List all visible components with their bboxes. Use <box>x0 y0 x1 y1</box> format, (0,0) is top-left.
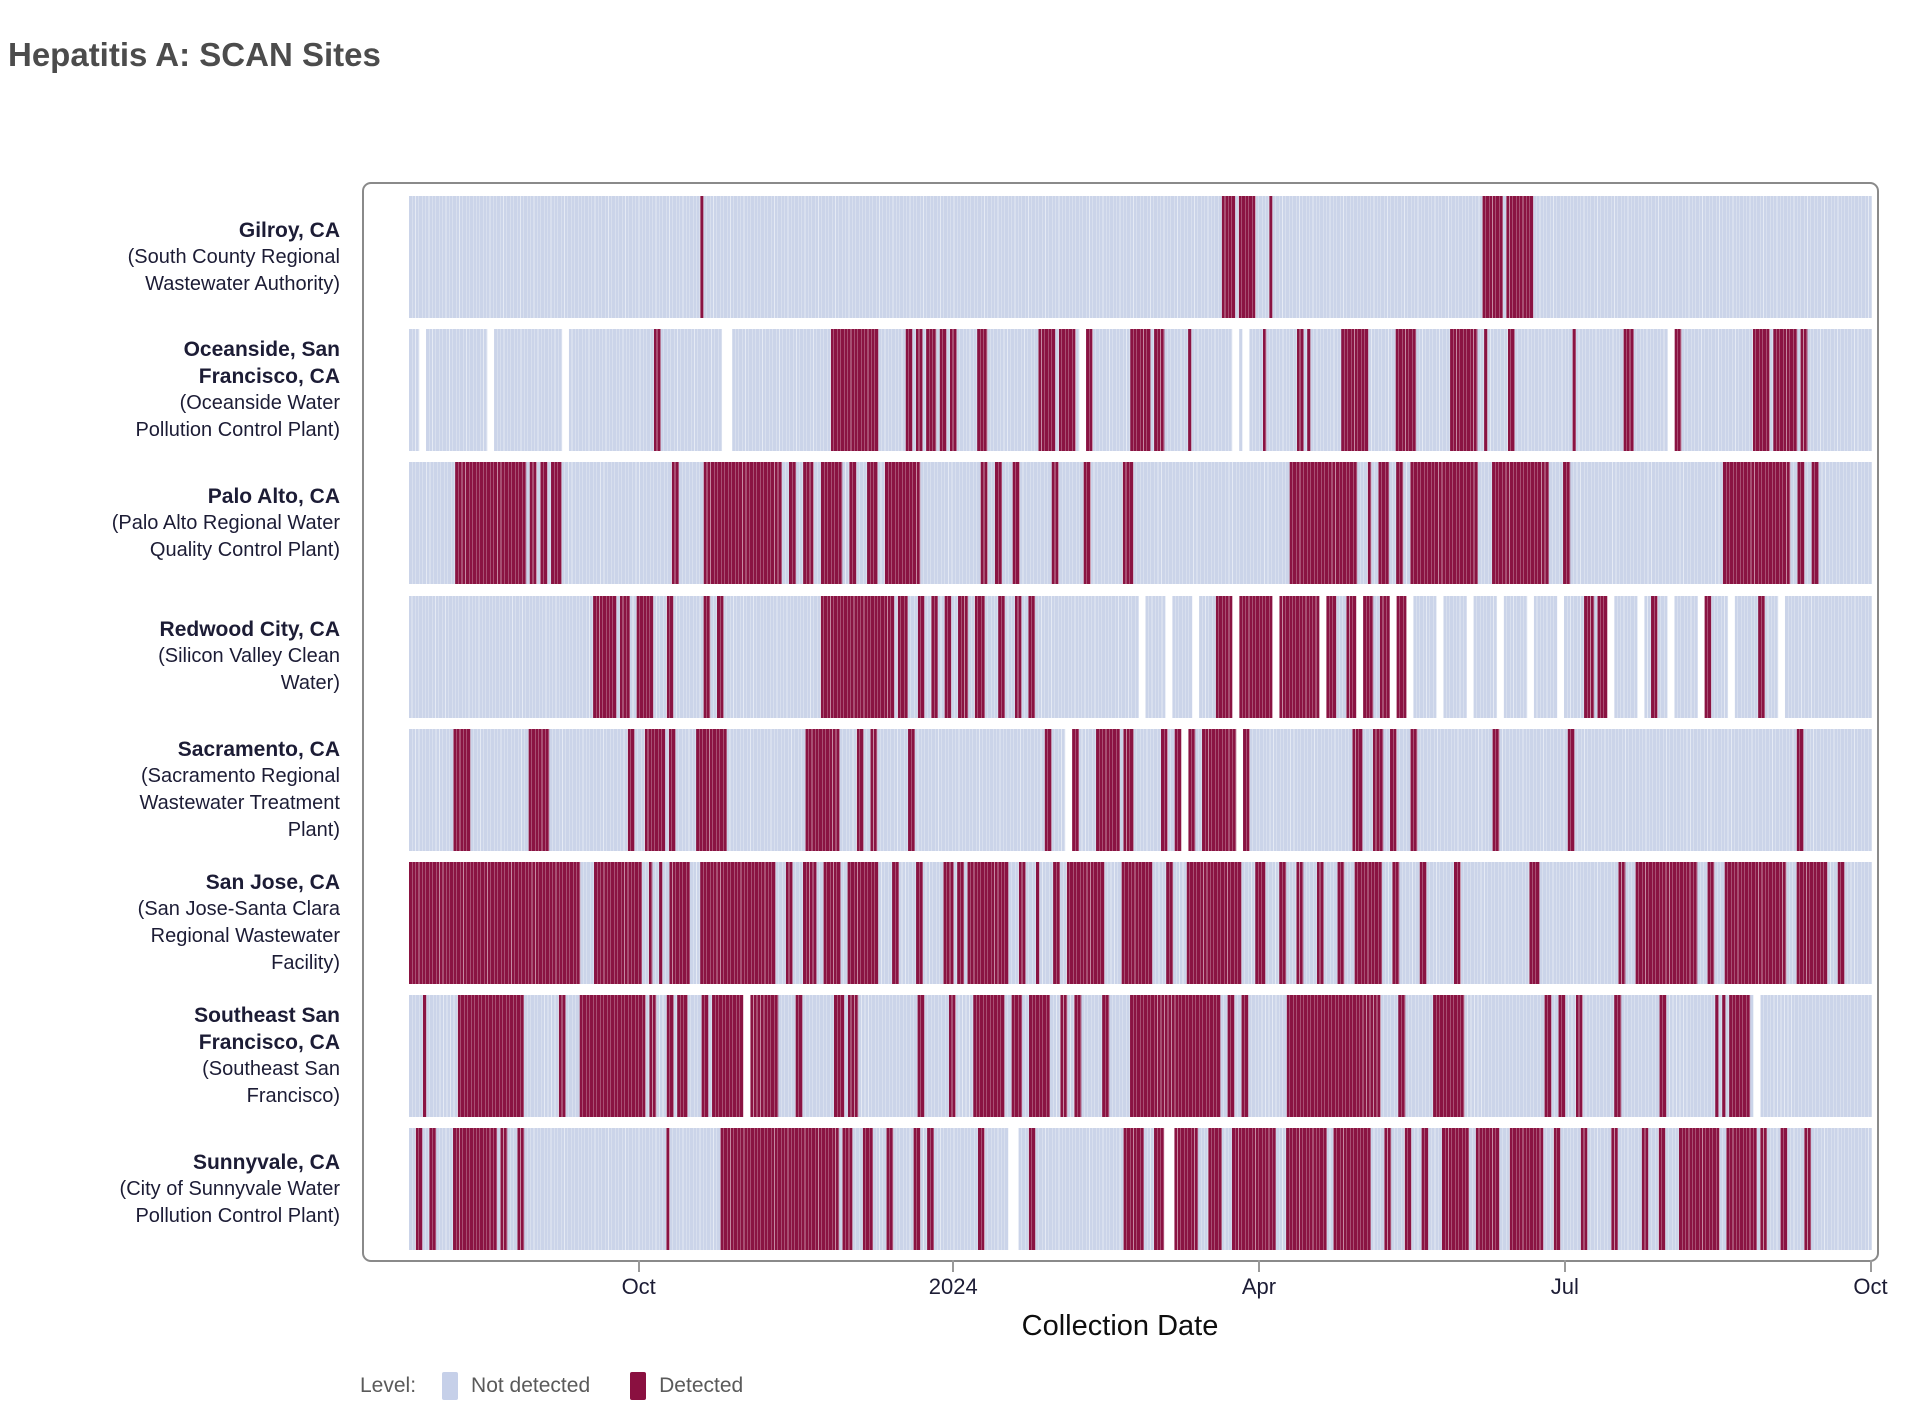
site-facility-line: Plant) <box>287 818 340 841</box>
site-facility-line: Regional Wastewater <box>150 925 340 947</box>
legend: Level: Not detected Detected <box>360 1372 783 1400</box>
site-facility-line: Facility) <box>271 952 340 974</box>
site-name-line: Redwood City, CA <box>159 618 340 642</box>
site-label: Gilroy, CA (South County Regional Wastewat… <box>0 196 350 318</box>
site-row-band <box>409 862 1872 984</box>
plot-area <box>362 182 1879 1262</box>
site-label: Oceanside, San Francisco, CA (Oceanside Wa… <box>0 329 350 451</box>
x-tick-label: Jul <box>1550 1274 1579 1299</box>
legend-label-detected: Detected <box>659 1374 744 1397</box>
site-facility-line: Wastewater Treatment <box>139 791 340 814</box>
site-row-band <box>409 462 1872 585</box>
x-tick-mark <box>1869 1260 1872 1272</box>
x-axis-title: Collection Date <box>1021 1310 1219 1342</box>
site-facility-line: (Sacramento Regional <box>141 764 340 787</box>
site-name-line: Palo Alto, CA <box>207 484 340 508</box>
site-label: San Jose, CA (San Jose-Santa Clara Regiona… <box>0 862 350 984</box>
x-tick-label: Apr <box>1241 1274 1277 1299</box>
site-facility-line: Quality Control Plant) <box>149 538 340 561</box>
site-row-band <box>409 995 1872 1118</box>
site-facility-line: Water) <box>280 672 340 695</box>
site-facility-line: (Oceanside Water <box>179 392 340 415</box>
x-tick-label: Oct <box>621 1274 656 1299</box>
site-name-line: Sacramento, CA <box>177 737 340 761</box>
site-row-band <box>409 196 1872 318</box>
site-facility-line: Pollution Control Plant) <box>135 1204 340 1227</box>
site-name-line: Sunnyvale, CA <box>192 1150 340 1174</box>
legend-swatch-detected <box>630 1372 647 1400</box>
site-label: Palo Alto, CA (Palo Alto Regional Water Qu… <box>0 462 350 584</box>
site-facility-line: Francisco) <box>246 1085 340 1108</box>
legend-label-not-detected: Not detected <box>471 1374 591 1397</box>
site-row-band <box>409 595 1872 718</box>
chart-title: Hepatitis A: SCAN Sites <box>8 36 381 73</box>
site-name-line: Gilroy, CA <box>238 218 340 242</box>
site-label: Southeast San Francisco, CA (Southeast San… <box>0 995 350 1117</box>
legend-swatch-not-detected <box>442 1372 459 1400</box>
legend-title: Level: <box>360 1374 417 1397</box>
site-facility-line: Wastewater Authority) <box>145 272 340 295</box>
site-row-band <box>409 728 1872 851</box>
site-facility-line: (South County Regional <box>127 245 340 268</box>
site-name-line: San Jose, CA <box>205 871 340 894</box>
x-tick-mark <box>1563 1260 1566 1272</box>
x-tick-mark <box>1258 1260 1260 1272</box>
site-label: Redwood City, CA (Silicon Valley Clean Wat… <box>0 596 350 718</box>
site-facility-line: (Southeast San <box>202 1058 340 1081</box>
x-tick-mark <box>952 1260 955 1272</box>
site-name-line: Southeast San <box>194 1004 340 1028</box>
site-name-line: Francisco, CA <box>198 365 340 389</box>
site-name-line: Oceanside, San <box>183 338 340 362</box>
site-facility-line: (San Jose-Santa Clara <box>137 898 340 920</box>
site-facility-line: (Silicon Valley Clean <box>158 645 340 668</box>
site-row-band <box>409 329 1872 452</box>
x-tick-label: 2024 <box>928 1274 978 1299</box>
site-name-line: Francisco, CA <box>198 1031 340 1055</box>
x-tick-mark <box>637 1260 640 1272</box>
site-facility-line: (Palo Alto Regional Water <box>111 511 340 534</box>
site-facility-line: Pollution Control Plant) <box>135 419 340 442</box>
site-facility-line: (City of Sunnyvale Water <box>119 1177 340 1200</box>
site-label: Sunnyvale, CA (City of Sunnyvale Water Pol… <box>0 1128 350 1250</box>
x-tick-label: Oct <box>1853 1274 1888 1299</box>
site-row-band <box>409 1128 1872 1251</box>
site-label: Sacramento, CA (Sacramento Regional Wastew… <box>0 729 350 851</box>
